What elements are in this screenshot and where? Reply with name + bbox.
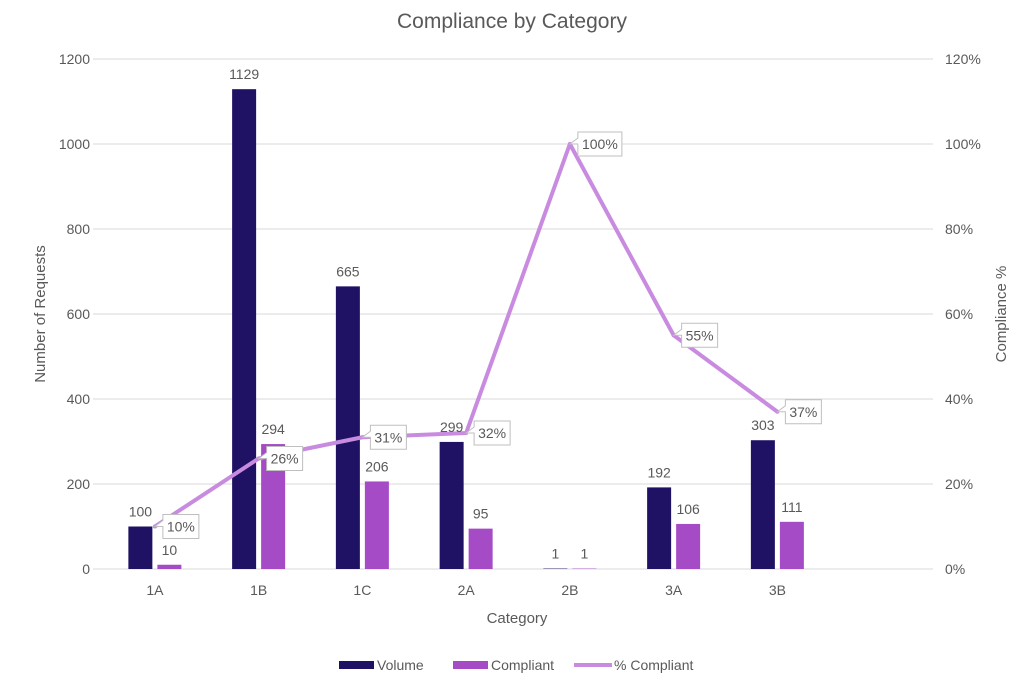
axes: 0200400600800100012000%20%40%60%80%100%1… xyxy=(59,51,981,598)
volume-bar xyxy=(439,441,464,569)
percent-label: 100% xyxy=(582,136,618,152)
y-tick-label: 1000 xyxy=(59,136,90,152)
percent-label-callout xyxy=(672,322,719,348)
percent-label-callout xyxy=(464,420,511,446)
percent-label: 26% xyxy=(271,451,299,467)
y-tick-label: 400 xyxy=(67,391,91,407)
percent-label: 37% xyxy=(789,404,817,420)
y2-axis-title: Compliance % xyxy=(993,266,1010,363)
x-tick-label: 1C xyxy=(353,582,371,598)
compliant-label: 106 xyxy=(676,501,700,517)
percent-label: 32% xyxy=(478,425,506,441)
volume-bar xyxy=(647,487,672,569)
percent-label: 10% xyxy=(167,519,195,535)
y-tick-label: 0 xyxy=(82,561,90,577)
y2-tick-label: 20% xyxy=(945,476,973,492)
legend: Volume Compliant % Compliant xyxy=(339,657,693,673)
compliant-label: 111 xyxy=(781,499,802,515)
compliant-bar xyxy=(468,528,493,569)
y-axis-title: Number of Requests xyxy=(32,245,49,383)
percent-label-callout xyxy=(360,424,407,450)
volume-bar xyxy=(335,286,360,569)
compliant-label: 1 xyxy=(580,546,588,562)
volume-label: 299 xyxy=(440,419,464,435)
y2-tick-label: 40% xyxy=(945,391,973,407)
y2-tick-label: 60% xyxy=(945,306,973,322)
x-tick-label: 3B xyxy=(769,582,786,598)
y-tick-label: 200 xyxy=(67,476,91,492)
compliant-label: 10 xyxy=(162,542,178,558)
volume-bar xyxy=(232,89,257,570)
percent-label-callout xyxy=(153,514,200,539)
percent-label: 55% xyxy=(686,327,714,343)
volume-label: 100 xyxy=(129,504,153,520)
legend-swatch-volume xyxy=(339,661,374,669)
percent-label-callout xyxy=(257,446,304,471)
volume-label: 192 xyxy=(647,464,671,480)
x-tick-label: 1B xyxy=(250,582,267,598)
compliant-label: 294 xyxy=(261,421,285,437)
volume-bar xyxy=(128,526,153,569)
compliant-label: 95 xyxy=(473,506,489,522)
volume-label: 1129 xyxy=(229,66,259,82)
legend-label-compliant: Compliant xyxy=(491,657,554,673)
x-tick-label: 3A xyxy=(665,582,683,598)
compliant-label: 206 xyxy=(365,458,389,474)
percent-label: 31% xyxy=(374,429,402,445)
compliant-bar xyxy=(779,521,804,569)
y2-tick-label: 100% xyxy=(945,136,981,152)
y-tick-label: 600 xyxy=(67,306,91,322)
bars xyxy=(128,89,804,570)
data-labels: 100 1129 665 299 1 192 303 10 294 206 95 1 106 111 10%… xyxy=(129,66,822,562)
y-tick-label: 800 xyxy=(67,221,91,237)
legend-label-percent: % Compliant xyxy=(614,657,693,673)
compliant-bar xyxy=(676,523,701,569)
x-tick-label: 1A xyxy=(146,582,164,598)
legend-label-volume: Volume xyxy=(377,657,424,673)
compliant-bar xyxy=(364,481,389,569)
percent-label-callout xyxy=(775,399,822,425)
compliant-bar xyxy=(157,564,182,569)
y2-tick-label: 80% xyxy=(945,221,973,237)
y2-tick-label: 0% xyxy=(945,561,965,577)
legend-swatch-compliant xyxy=(453,661,488,669)
volume-bar xyxy=(750,440,775,569)
chart-title: Compliance by Category xyxy=(397,10,627,33)
y-tick-label: 1200 xyxy=(59,51,90,67)
y2-tick-label: 120% xyxy=(945,51,981,67)
gridlines xyxy=(93,58,933,570)
volume-label: 665 xyxy=(336,263,360,279)
x-tick-label: 2A xyxy=(458,582,476,598)
volume-label: 1 xyxy=(551,546,559,562)
volume-label: 303 xyxy=(751,417,775,433)
percent-label-callout xyxy=(568,131,623,157)
x-axis-title: Category xyxy=(487,610,548,627)
x-tick-label: 2B xyxy=(561,582,578,598)
